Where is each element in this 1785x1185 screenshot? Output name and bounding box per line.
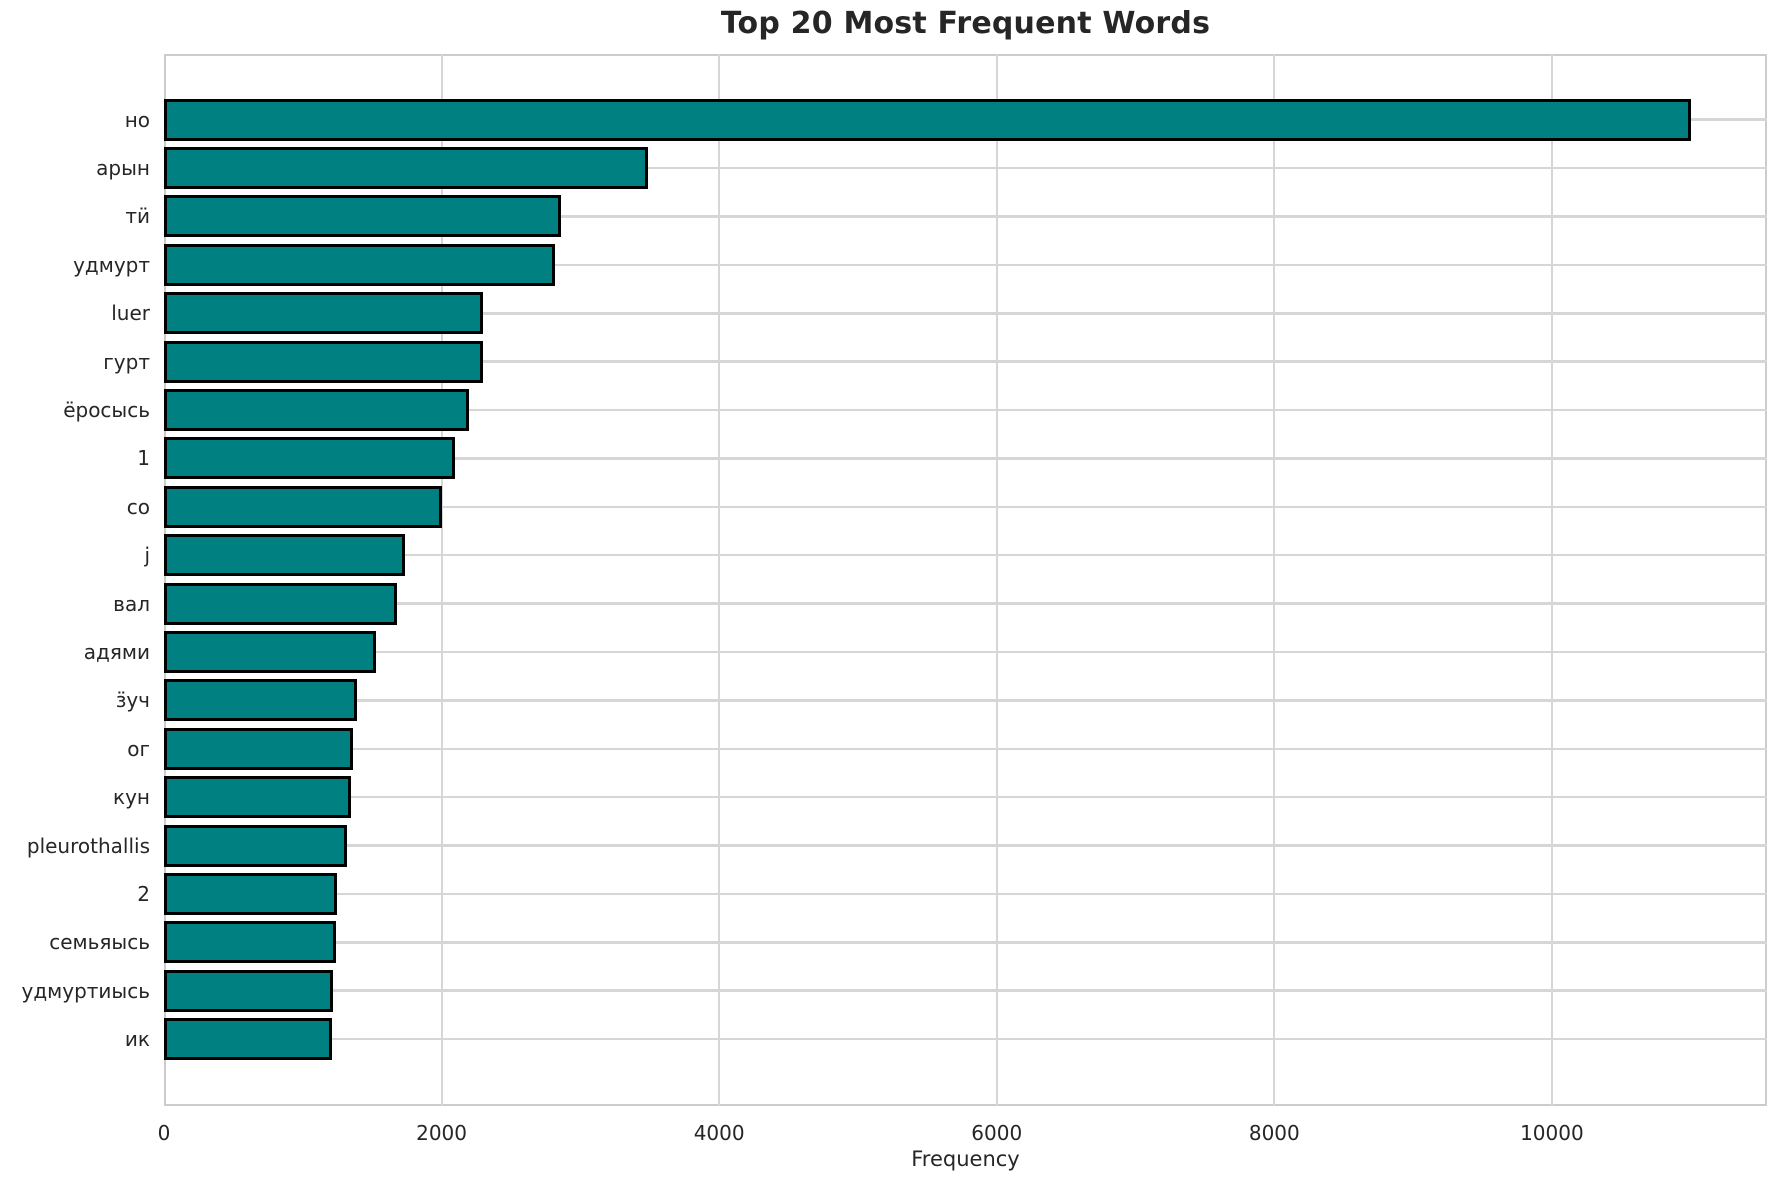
y-tick-label: семьяысь [49, 930, 150, 955]
x-axis-ticks: 0 2000 4000 6000 8000 10000 [158, 1121, 1767, 1151]
horizontal-gridline [164, 892, 1767, 896]
horizontal-gridline [164, 457, 1767, 460]
x-tick-label: 4000 [693, 1121, 745, 1145]
horizontal-gridline [164, 215, 1767, 218]
chart-title: Top 20 Most Frequent Words [720, 6, 1211, 41]
horizontal-gridline [164, 795, 1767, 799]
horizontal-gridline [164, 844, 1767, 847]
plot-canvas [164, 54, 1767, 1106]
horizontal-gridline [164, 1037, 1767, 1041]
y-tick-label: luer [111, 301, 150, 326]
bar [164, 534, 405, 577]
y-tick-label: pleurothallis [26, 833, 150, 858]
bar [164, 292, 483, 335]
bar [164, 872, 337, 915]
y-tick-label: 1 [137, 446, 150, 471]
y-axis-labels: но арын тӥ удмурт luer гурт ёросысь 1 со j вал адям… [0, 0, 150, 1185]
y-tick-label: со [126, 494, 150, 519]
bar [164, 630, 376, 673]
bar [164, 147, 648, 190]
y-tick-label: 2 [137, 881, 150, 906]
x-tick-label: 8000 [1248, 1121, 1300, 1145]
horizontal-gridline [164, 166, 1767, 170]
bar [164, 485, 442, 528]
y-tick-label: тӥ [125, 204, 150, 229]
y-tick-label: ог [127, 736, 150, 761]
y-tick-label: гурт [103, 349, 150, 374]
bar [164, 243, 555, 286]
horizontal-gridline [164, 602, 1767, 605]
y-tick-label: удмуртиысь [21, 978, 150, 1003]
horizontal-gridline [164, 312, 1767, 315]
y-tick-label: но [124, 107, 150, 132]
bar [164, 776, 351, 819]
y-tick-label: кун [113, 785, 150, 810]
bar [164, 824, 347, 867]
y-tick-label: j [144, 543, 150, 568]
bar [164, 98, 1691, 141]
y-tick-label: вал [113, 591, 150, 616]
bar [164, 969, 333, 1012]
y-tick-label: удмурт [73, 252, 150, 277]
vertical-gridline [995, 54, 998, 1106]
plot-area [164, 54, 1767, 1106]
vertical-gridline [440, 54, 443, 1106]
bar [164, 195, 561, 238]
bar [164, 340, 483, 383]
x-axis-label: Frequency [911, 1147, 1020, 1171]
horizontal-gridline [164, 263, 1767, 267]
horizontal-gridline [164, 747, 1767, 751]
horizontal-gridline [164, 408, 1767, 412]
horizontal-gridline [164, 650, 1767, 654]
bar [164, 727, 353, 770]
vertical-gridline [1273, 54, 1276, 1106]
bar [164, 921, 336, 964]
horizontal-gridline [164, 989, 1767, 992]
x-tick-label: 10000 [1520, 1121, 1584, 1145]
horizontal-gridline [164, 360, 1767, 363]
y-tick-label: адями [83, 639, 150, 664]
vertical-gridline [718, 54, 721, 1106]
x-tick-label: 0 [157, 1121, 171, 1145]
horizontal-gridline [164, 941, 1767, 944]
horizontal-gridline [164, 553, 1767, 557]
horizontal-gridline [164, 699, 1767, 702]
x-tick-label: 6000 [971, 1121, 1023, 1145]
bar [164, 582, 397, 625]
x-tick-label: 2000 [416, 1121, 468, 1145]
y-tick-label: ёросысь [63, 398, 150, 423]
bar [164, 389, 469, 432]
y-tick-label: ик [124, 1027, 150, 1052]
bar [164, 437, 455, 480]
bar [164, 1018, 332, 1061]
horizontal-gridline [164, 505, 1767, 509]
vertical-gridline [1550, 54, 1553, 1106]
bar [164, 679, 357, 722]
y-tick-label: ӟуч [115, 688, 150, 713]
y-tick-label: арын [96, 156, 150, 181]
